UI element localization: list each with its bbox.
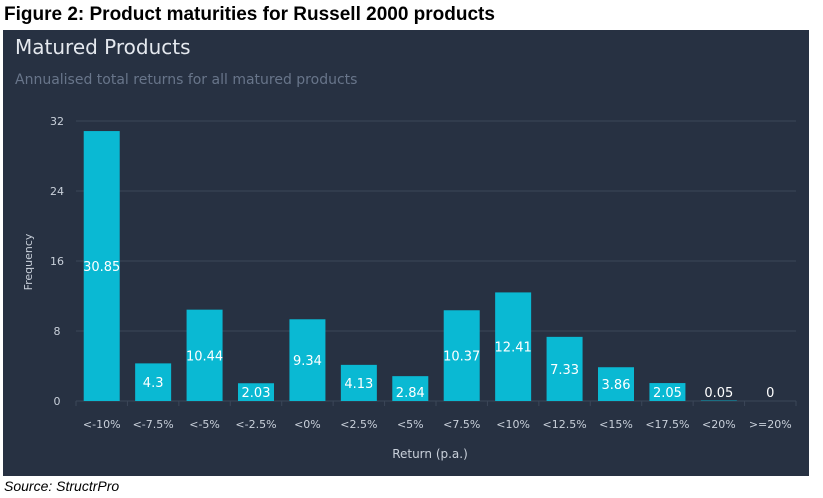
x-tick-label: >=20% <box>749 418 792 431</box>
chart-subtitle: Annualised total returns for all matured… <box>15 72 358 88</box>
data-label: 4.13 <box>344 377 373 392</box>
bar <box>546 336 583 401</box>
x-tick-label: <20% <box>702 418 736 431</box>
y-tick-label: 16 <box>50 255 64 268</box>
figure-caption: Figure 2: Product maturities for Russell… <box>4 4 495 25</box>
chart-panel: Matured Products Annualised total return… <box>3 30 809 476</box>
x-tick-label: <-7.5% <box>133 418 174 431</box>
x-tick-label: <5% <box>397 418 424 431</box>
data-label: 10.44 <box>186 349 223 364</box>
y-tick-label: 24 <box>50 185 64 198</box>
data-label: 0 <box>766 386 774 401</box>
y-axis-label: Frequency <box>22 233 35 290</box>
data-label: 0.05 <box>704 386 733 401</box>
data-label: 30.85 <box>83 260 120 275</box>
x-tick-label: <2.5% <box>340 418 377 431</box>
x-tick-label: <-5% <box>189 418 220 431</box>
y-tick-label: 32 <box>50 115 64 128</box>
x-tick-label: <0% <box>294 418 321 431</box>
bar <box>495 292 532 401</box>
x-tick-label: <17.5% <box>645 418 689 431</box>
data-label: 3.86 <box>602 378 631 393</box>
chart-title: Matured Products <box>15 35 191 59</box>
data-label: 2.03 <box>242 386 271 401</box>
x-tick-label: <12.5% <box>542 418 586 431</box>
y-tick-label: 8 <box>54 325 61 338</box>
x-tick-label: <7.5% <box>443 418 480 431</box>
bar-layer <box>83 131 737 401</box>
data-label: 7.33 <box>550 363 579 378</box>
bar <box>289 319 326 401</box>
x-tick-label: <15% <box>599 418 633 431</box>
bar <box>598 367 634 401</box>
data-label: 2.05 <box>653 386 682 401</box>
x-axis-label: Return (p.a.) <box>392 447 468 461</box>
label-layer: <-10% 30.85 <-7.5% 4.3 <-5% 10.44 <-2.5% 2.03 <0… <box>83 260 792 431</box>
bar <box>83 131 120 401</box>
data-label: 2.84 <box>396 386 425 401</box>
bar <box>649 383 686 401</box>
source-note: Source: StructrPro <box>4 478 120 494</box>
bar-chart: 0 8 16 24 32 <-10% 30.85 <-7.5% 4.3 <-5% 10.44 <-2… <box>22 115 797 461</box>
x-tick-label: <-2.5% <box>235 418 276 431</box>
bar <box>392 376 429 401</box>
x-tick-label: <-10% <box>83 418 121 431</box>
x-tick-label: <10% <box>496 418 530 431</box>
data-label: 9.34 <box>293 354 322 369</box>
bar <box>340 364 377 401</box>
bar <box>135 363 172 401</box>
bar <box>443 310 480 401</box>
bar <box>186 309 223 401</box>
y-tick-label: 0 <box>54 395 61 408</box>
data-label: 10.37 <box>443 350 480 365</box>
data-label: 4.3 <box>143 376 164 391</box>
bar <box>238 383 274 401</box>
data-label: 12.41 <box>495 341 532 356</box>
